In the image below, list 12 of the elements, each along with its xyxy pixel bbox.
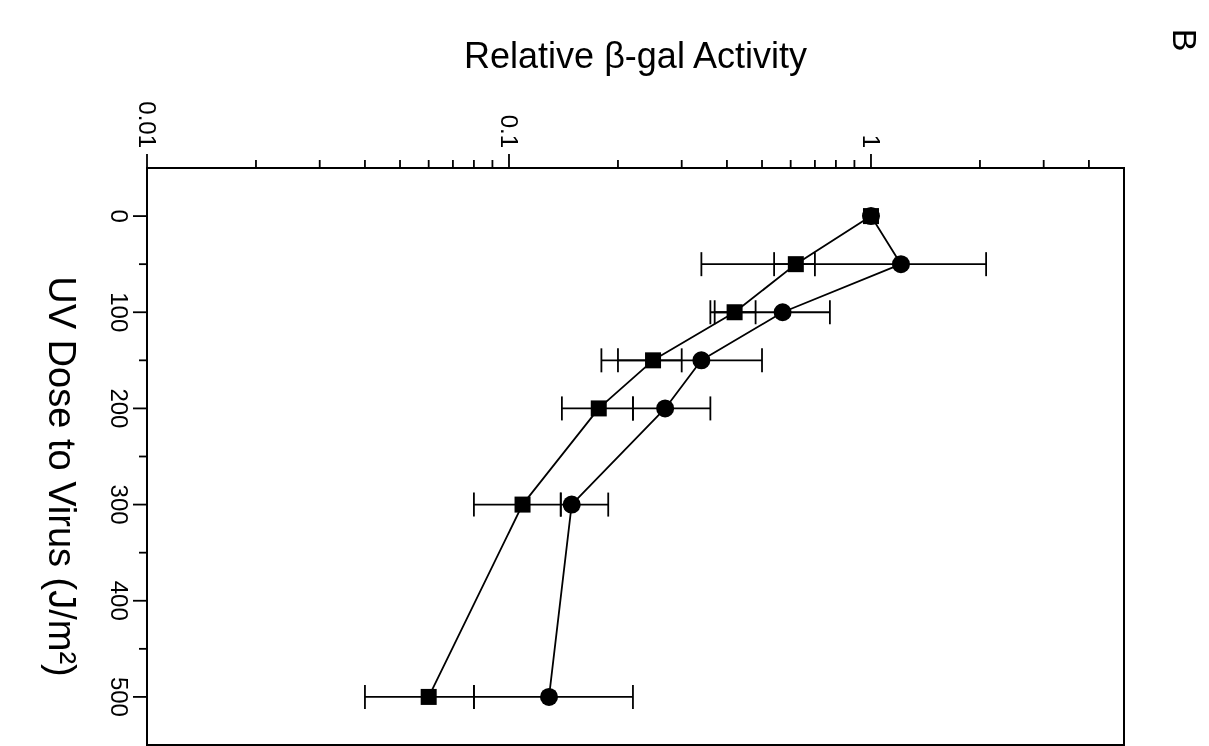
- x-tick-label: 0.1: [495, 114, 523, 148]
- y-tick-label: 400: [105, 580, 133, 621]
- y-tick-label: 500: [105, 676, 133, 717]
- y-tick-label: 200: [105, 388, 133, 429]
- x-axis-title: Relative β-gal Activity: [464, 34, 807, 76]
- y-tick-label: 100: [105, 292, 133, 333]
- y-tick-label: 0: [105, 209, 133, 223]
- text: B: [1166, 28, 1205, 52]
- x-tick-label: 1: [857, 134, 885, 148]
- x-tick-label: 0.01: [133, 101, 161, 148]
- y-tick-label: 300: [105, 484, 133, 525]
- y-axis-title: UV Dose to Virus (J/m²): [40, 276, 83, 677]
